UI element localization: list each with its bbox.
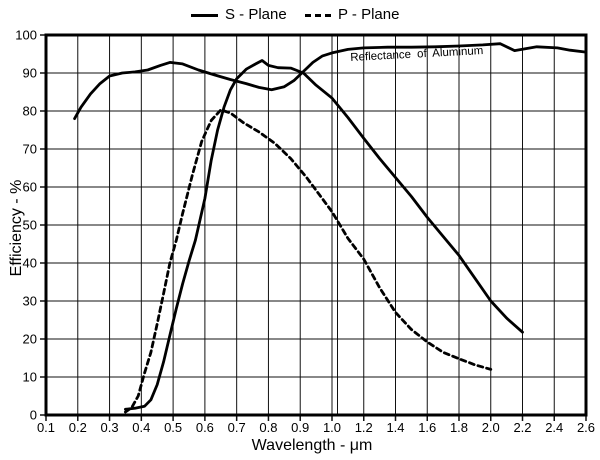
x-tick-label: 0.7 [228,420,246,435]
x-tick-label: 0.6 [196,420,214,435]
x-tick-label: 2.4 [545,420,563,435]
x-tick-label: 0.3 [101,420,119,435]
p-plane-dashed-line-sample [305,14,333,17]
s-plane-legend-label: S - Plane [225,6,287,23]
y-tick-label: 30 [23,294,37,309]
x-tick-label: 1.6 [418,420,436,435]
x-tick-label: 1.4 [386,420,404,435]
p-plane-legend-label: P - Plane [338,6,400,23]
series-s-plane [124,59,524,411]
y-axis-title: Efficiency - % [8,179,25,277]
x-tick-label: 0.8 [259,420,277,435]
y-tick-label: 100 [15,28,37,43]
plot-border [44,33,588,417]
x-tick-label: 1.2 [355,420,373,435]
s-plane-solid-line-sample [191,14,218,17]
y-tick-label: 0 [30,408,37,423]
y-tick-label: 90 [23,66,37,81]
series-p-plane [124,108,493,414]
y-tick-label: 40 [23,256,37,271]
y-tick-label: 20 [23,332,37,347]
y-tick-label: 70 [23,142,37,157]
y-tick-label: 10 [23,370,37,385]
x-tick-label: 2.6 [577,420,595,435]
y-tick-label: 80 [23,104,37,119]
x-tick-label: 2.2 [513,420,531,435]
x-tick-label: 2.0 [482,420,500,435]
x-tick-label: 0.1 [37,420,55,435]
x-tick-label: 1.8 [450,420,468,435]
x-tick-label: 0.4 [132,420,150,435]
x-axis-title: Wavelength - μm [251,437,373,454]
x-tick-label: 0.9 [291,420,309,435]
x-tick-label: 0.5 [164,420,182,435]
x-tick-label: 1.0 [323,420,341,435]
y-tick-label: 50 [23,218,37,233]
x-tick-label: 0.2 [69,420,87,435]
series-aluminum-reflectance [73,42,588,120]
y-tick-label: 60 [23,180,37,195]
